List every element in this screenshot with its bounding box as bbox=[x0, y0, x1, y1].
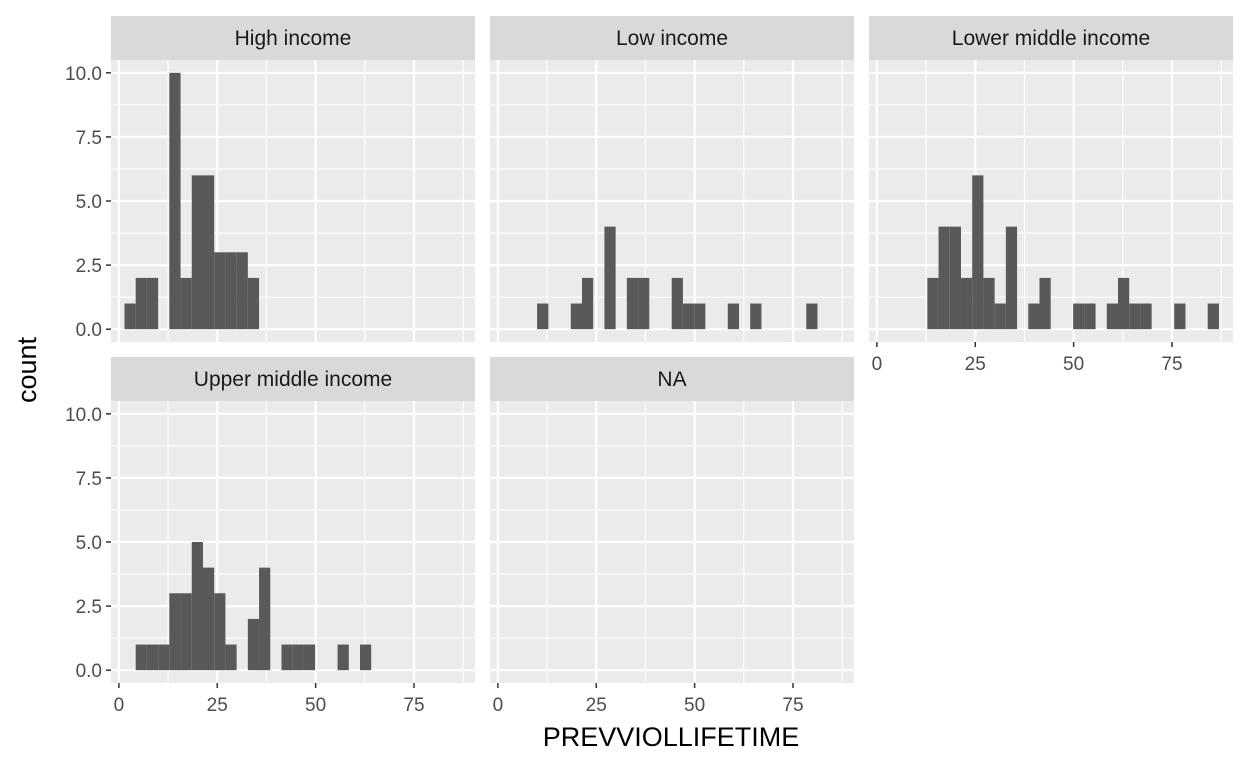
histogram-bar bbox=[1039, 277, 1051, 330]
y-tick-label: 7.5 bbox=[76, 128, 102, 149]
facet-panel-low-income: Low income bbox=[490, 16, 854, 342]
histogram-bar bbox=[146, 277, 159, 330]
histogram-bar bbox=[604, 226, 616, 330]
histogram-bar bbox=[158, 644, 170, 671]
histogram-bar bbox=[750, 303, 762, 330]
y-tick-label: 0.0 bbox=[76, 661, 102, 682]
y-tick-label: 2.5 bbox=[76, 597, 102, 618]
x-axis-title: PREVVIOLLIFETIME bbox=[543, 722, 800, 752]
histogram-bar bbox=[960, 277, 973, 330]
histogram-bar bbox=[1117, 277, 1130, 330]
histogram-bar bbox=[202, 175, 215, 330]
facet-panel-na: NA 0 25 50 75 bbox=[490, 357, 854, 716]
histogram-bar bbox=[994, 303, 1006, 330]
x-tick-label: 50 bbox=[684, 695, 705, 716]
facet-strip-label: Upper middle income bbox=[194, 368, 392, 391]
histogram-bar bbox=[949, 226, 961, 330]
histogram-bar bbox=[236, 252, 248, 330]
histogram-bar bbox=[1073, 303, 1085, 330]
facet-strip-label: Low income bbox=[616, 27, 728, 50]
y-tick-label: 10.0 bbox=[65, 405, 102, 426]
histogram-bar bbox=[247, 618, 260, 671]
x-tick-label: 75 bbox=[403, 695, 424, 716]
histogram-bar bbox=[1106, 303, 1118, 330]
y-axis-title: count bbox=[12, 336, 42, 403]
facet-strip bbox=[869, 16, 1233, 60]
histogram-bar bbox=[180, 277, 192, 330]
histogram-bar bbox=[927, 277, 939, 330]
histogram-bar bbox=[303, 644, 316, 671]
y-tick-label: 5.0 bbox=[76, 533, 102, 554]
histogram-bar bbox=[1028, 303, 1040, 330]
histogram-bar bbox=[570, 303, 582, 330]
histogram-bar bbox=[1129, 303, 1141, 330]
y-tick-label: 2.5 bbox=[76, 256, 102, 277]
x-tick-label: 25 bbox=[207, 695, 228, 716]
histogram-bar bbox=[247, 277, 260, 330]
histogram-bar bbox=[626, 277, 639, 330]
x-tick-label: 0 bbox=[493, 695, 504, 716]
facet-strip-label: Lower middle income bbox=[952, 27, 1150, 50]
facet-panel-lower-middle-income: Lower middle income 0 25 50 75 bbox=[869, 16, 1233, 375]
histogram-bar bbox=[191, 175, 203, 330]
y-tick-label: 7.5 bbox=[76, 469, 102, 490]
facet-strip bbox=[111, 357, 475, 401]
x-tick-label: 50 bbox=[1063, 354, 1084, 375]
y-tick-label: 5.0 bbox=[76, 192, 102, 213]
histogram-bar bbox=[1005, 226, 1018, 330]
histogram-bar bbox=[337, 644, 349, 671]
panels-layer: High income 0.0 2.5 5.0 7.5 10.0 Low income Low… bbox=[65, 16, 1233, 716]
facet-strip-label: High income bbox=[235, 27, 352, 50]
histogram-bar bbox=[146, 644, 159, 671]
histogram-bar bbox=[292, 644, 304, 671]
histogram-bar bbox=[169, 593, 181, 671]
facet-panel-high-income: High income 0.0 2.5 5.0 7.5 10.0 bbox=[65, 16, 475, 342]
histogram-bar bbox=[581, 277, 594, 330]
histogram-bar bbox=[214, 593, 226, 671]
histogram-bar bbox=[682, 303, 695, 330]
histogram-bar bbox=[938, 226, 950, 330]
histogram-bar bbox=[1174, 303, 1186, 330]
y-tick-label: 10.0 bbox=[65, 64, 102, 85]
facet-strip-label: NA bbox=[657, 368, 686, 391]
histogram-bar bbox=[1084, 303, 1096, 330]
y-tick-label: 0.0 bbox=[76, 320, 102, 341]
histogram-bar bbox=[806, 303, 818, 330]
histogram-bar bbox=[225, 252, 237, 330]
histogram-bar bbox=[281, 644, 293, 671]
histogram-bar bbox=[638, 277, 650, 330]
histogram-bar bbox=[671, 277, 683, 330]
histogram-bar bbox=[135, 644, 147, 671]
x-tick-label: 75 bbox=[782, 695, 803, 716]
facet-strip bbox=[490, 357, 854, 401]
histogram-bar bbox=[202, 567, 215, 671]
histogram-bar bbox=[972, 175, 984, 330]
histogram-bar bbox=[727, 303, 739, 330]
histogram-bar bbox=[214, 252, 226, 330]
x-tick-label: 0 bbox=[114, 695, 125, 716]
histogram-bar bbox=[537, 303, 549, 330]
x-tick-label: 25 bbox=[965, 354, 986, 375]
histogram-bar bbox=[694, 303, 706, 330]
histogram-bar bbox=[135, 277, 147, 330]
facet-strip bbox=[490, 16, 854, 60]
histogram-bar bbox=[225, 644, 237, 671]
histogram-bar bbox=[983, 277, 995, 330]
histogram-bar bbox=[191, 542, 203, 671]
x-tick-label: 75 bbox=[1161, 354, 1182, 375]
histogram-bar bbox=[259, 567, 271, 671]
histogram-bar bbox=[180, 593, 192, 671]
x-tick-label: 0 bbox=[872, 354, 883, 375]
histogram-bar bbox=[1207, 303, 1219, 330]
histogram-bar bbox=[1140, 303, 1152, 330]
histogram-bar bbox=[359, 644, 372, 671]
facet-strip bbox=[111, 16, 475, 60]
histogram-bar bbox=[124, 303, 136, 330]
facet-panel-upper-middle-income: Upper middle income 0.0 2.5 5.0 7.5 10.0 0 25 50… bbox=[65, 357, 475, 716]
x-tick-label: 25 bbox=[586, 695, 607, 716]
histogram-bar bbox=[169, 72, 181, 330]
x-tick-label: 50 bbox=[305, 695, 326, 716]
